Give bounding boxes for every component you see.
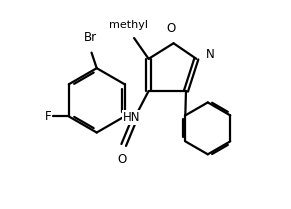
Text: F: F bbox=[45, 110, 51, 123]
Text: Br: Br bbox=[84, 31, 97, 44]
Text: N: N bbox=[206, 48, 214, 61]
Text: O: O bbox=[167, 22, 176, 35]
Text: HN: HN bbox=[123, 111, 140, 124]
Text: O: O bbox=[117, 153, 126, 166]
Text: methyl: methyl bbox=[109, 20, 148, 30]
